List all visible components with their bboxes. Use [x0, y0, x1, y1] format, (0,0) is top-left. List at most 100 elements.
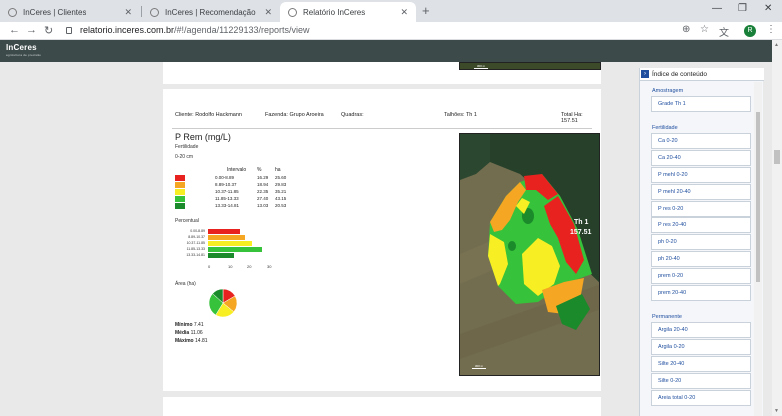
index-item[interactable]: Ca 20-40 — [651, 149, 751, 166]
globe-icon — [8, 7, 17, 17]
panel-header[interactable]: › Índice de conteúdo — [640, 68, 764, 81]
tab-strip: InCeres | Clientes ✕ InCeres | Recomenda… — [0, 0, 782, 22]
area-pie-chart — [208, 288, 238, 318]
menu-icon[interactable]: ⋮ — [766, 24, 776, 35]
scroll-thumb[interactable] — [756, 112, 760, 282]
farm-field: Fazenda: Grupo Aroeira — [265, 112, 324, 118]
tab-clientes[interactable]: InCeres | Clientes ✕ — [0, 2, 140, 22]
index-item[interactable]: ph 0-20 — [651, 234, 751, 251]
bar — [208, 241, 252, 246]
legend-row: 10.37-11.85 22.35 35.21 — [175, 189, 287, 195]
index-item[interactable]: prem 20-40 — [651, 285, 751, 301]
blocks-field: Quadras: — [341, 112, 364, 118]
map-area-label: 157.51 — [570, 229, 592, 236]
bar-label: 10.37-11.85 — [186, 241, 205, 245]
translate-icon[interactable]: 文 — [719, 28, 729, 39]
total-field: Total Ha: 157.51 — [561, 112, 583, 124]
stat-mean: Média 11.06 — [175, 330, 203, 336]
close-icon[interactable]: ✕ — [264, 6, 272, 17]
panel-scrollbar[interactable] — [754, 82, 762, 416]
axis-tick: 0 — [208, 264, 211, 269]
map-image[interactable]: Th 1 157.51 300 m — [459, 133, 600, 376]
percentual-label: Percentual — [175, 218, 199, 224]
url-host: relatorio.inceres.com.br — [80, 25, 175, 35]
legend-header-ha: ha — [275, 167, 281, 173]
index-item[interactable]: ph 20-40 — [651, 251, 751, 268]
globe-icon — [288, 7, 297, 17]
field-map: Th 1 157.51 — [460, 134, 599, 375]
restore-icon[interactable]: ❐ — [738, 3, 747, 14]
tab-label: InCeres | Recomendação — [165, 7, 256, 17]
avatar[interactable]: R — [744, 25, 756, 37]
tab-label: InCeres | Clientes — [23, 7, 87, 17]
index-item[interactable]: prem 0-20 — [651, 268, 751, 285]
client-field: Cliente: Rodolfo Hackmann — [175, 112, 242, 118]
content-index-panel: › Índice de conteúdo Amostragem Grade Th … — [639, 68, 764, 416]
legend-pct: 27.40 — [257, 196, 269, 201]
tab-relatorio[interactable]: Relatório InCeres ✕ — [280, 2, 416, 22]
panel-title: Índice de conteúdo — [652, 71, 707, 78]
color-swatch — [175, 196, 185, 202]
legend-header-pct: % — [257, 167, 262, 173]
legend-row: 11.85-13.33 27.40 43.15 — [175, 196, 287, 202]
legend-pct: 13.03 — [257, 203, 269, 208]
legend-row: 0.00-8.89 16.29 25.60 — [175, 175, 287, 181]
index-item[interactable]: P res 0-20 — [651, 200, 751, 217]
address-bar[interactable]: relatorio.inceres.com.br/#!/agenda/11229… — [80, 25, 309, 35]
star-icon[interactable]: ☆ — [700, 24, 709, 35]
map-image: 300 m — [459, 62, 601, 70]
app-header: InCeres agricultura de precisão — [0, 40, 772, 62]
tab-recomendacao[interactable]: InCeres | Recomendação ✕ — [142, 2, 280, 22]
subtitle: Fertilidade — [175, 144, 199, 150]
color-swatch — [175, 182, 185, 188]
report-page: Cliente: Rodolfo Hackmann Fazenda: Grupo… — [163, 89, 601, 391]
scroll-up-icon[interactable]: ▲ — [774, 42, 779, 48]
close-window-icon[interactable]: ✕ — [764, 3, 773, 14]
legend-ha: 35.21 — [275, 189, 287, 194]
index-item[interactable]: P mehl 0-20 — [651, 166, 751, 183]
legend-pct: 18.94 — [257, 182, 269, 187]
scroll-down-icon[interactable]: ▼ — [774, 408, 779, 414]
bar-label: 11.85-13.33 — [186, 247, 205, 251]
close-icon[interactable]: ✕ — [124, 6, 132, 17]
index-item[interactable]: Argila 0-20 — [651, 338, 751, 355]
scale-bar: 300 m — [474, 64, 488, 69]
chevron-right-icon[interactable]: › — [641, 70, 649, 78]
stat-max: Máximo 14.81 — [175, 338, 208, 344]
section-title: Amostragem — [652, 88, 684, 94]
tab-label: Relatório InCeres — [303, 7, 366, 17]
legend-header-interval: Intervalo — [227, 167, 247, 173]
plus-icon[interactable]: + — [422, 3, 430, 18]
legend-row: 13.33-14.81 13.03 20.53 — [175, 203, 287, 209]
legend-ha: 25.60 — [275, 175, 287, 180]
page-scrollbar[interactable]: ▲ ▼ — [772, 40, 782, 416]
back-icon[interactable]: ← — [9, 24, 20, 36]
report-page-next — [163, 397, 601, 416]
zoom-icon[interactable]: ⊕ — [682, 24, 691, 35]
scroll-thumb[interactable] — [774, 150, 780, 164]
legend-interval: 11.85-13.33 — [215, 196, 239, 201]
minimize-icon[interactable]: — — [712, 3, 722, 14]
section-title: Fertilidade — [652, 124, 678, 131]
index-item[interactable]: P res 20-40 — [651, 217, 751, 234]
logo[interactable]: InCeres agricultura de precisão — [6, 43, 41, 57]
reload-icon[interactable]: ↻ — [44, 25, 54, 37]
close-icon[interactable]: ✕ — [400, 6, 408, 17]
index-item[interactable]: Silte 20-40 — [651, 355, 751, 372]
forward-icon[interactable]: → — [26, 24, 37, 36]
index-item[interactable]: Ca 0-20 — [651, 132, 751, 149]
pie-slice — [212, 288, 224, 304]
index-item[interactable]: Areia total 0-20 — [651, 389, 751, 406]
legend-ha: 43.15 — [275, 196, 287, 201]
divider — [172, 128, 592, 129]
index-item[interactable]: P mehl 20-40 — [651, 183, 751, 200]
index-item[interactable]: Argila 20-40 — [651, 321, 751, 338]
color-swatch — [175, 175, 185, 181]
index-item[interactable]: Silte 0-20 — [651, 372, 751, 389]
bar-label: 8.89-10.37 — [188, 235, 205, 239]
legend-interval: 8.89-10.37 — [215, 182, 237, 187]
index-item[interactable]: Grade Th 1 — [651, 96, 751, 112]
scale-bar: 300 m — [472, 364, 486, 369]
browser-toolbar: ← → ↻ relatorio.inceres.com.br/#!/agenda… — [0, 22, 782, 40]
globe-icon — [150, 7, 159, 17]
